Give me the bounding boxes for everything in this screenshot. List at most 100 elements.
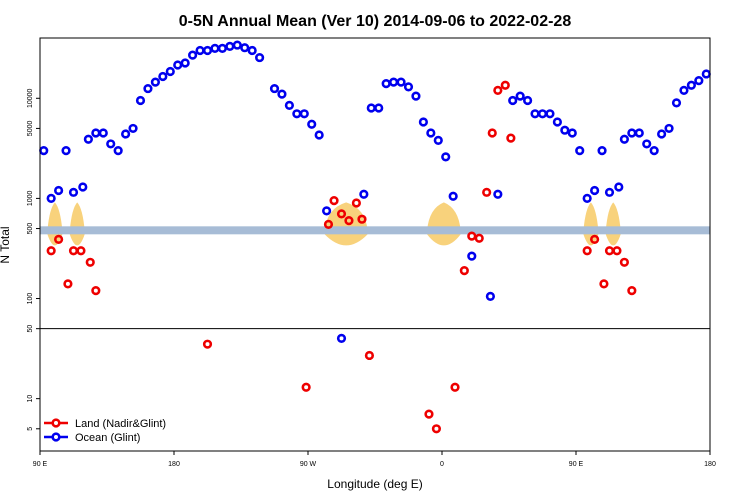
land-point: [202, 339, 213, 349]
ocean-point: [83, 134, 93, 144]
ocean-point: [590, 185, 600, 196]
land-point: [482, 187, 492, 197]
ocean-point: [582, 193, 592, 204]
land-point: [474, 233, 484, 243]
ocean-point: [68, 187, 79, 197]
ocean-point: [150, 77, 160, 87]
land-point: [493, 85, 503, 95]
ocean-point: [619, 134, 629, 144]
land-shape: [69, 202, 85, 246]
ocean-point: [247, 45, 257, 56]
land-point: [582, 246, 592, 256]
ocean-point: [634, 128, 644, 138]
y-tick-label: 10000: [27, 88, 34, 108]
land-point: [351, 198, 361, 208]
land-point: [357, 214, 367, 224]
ocean-point: [433, 135, 443, 145]
ocean-point: [485, 291, 495, 302]
land-point: [91, 285, 101, 296]
ocean-point: [448, 191, 458, 201]
ocean-point: [336, 333, 347, 343]
land-point: [619, 257, 629, 267]
ocean-point: [679, 85, 689, 95]
ocean-point: [597, 146, 607, 156]
y-tick-label: 50: [27, 325, 34, 333]
ocean-point: [255, 52, 265, 63]
x-tick-label: 90 E: [569, 461, 584, 468]
land-point: [364, 350, 375, 361]
ocean-point: [322, 206, 332, 216]
ocean-point: [269, 83, 280, 94]
ocean-point: [359, 189, 369, 199]
ocean-point: [575, 146, 585, 156]
ocean-point: [560, 125, 570, 135]
land-point: [329, 196, 339, 206]
land-point: [85, 257, 95, 267]
ocean-point: [240, 43, 250, 53]
ocean-point: [202, 45, 213, 56]
y-axis-label: N Total: [0, 226, 12, 263]
land-point: [301, 382, 311, 392]
plot-area: 5 10 50 100 500 1000 5000 10000 90 E 180 90 W 0 90 E…: [27, 40, 716, 468]
x-axis-label: Longitude (deg E): [327, 477, 422, 491]
x-tick-label: 90 E: [33, 461, 48, 468]
land-point: [344, 216, 354, 226]
ocean-point: [374, 103, 384, 113]
ocean-strip: [40, 226, 710, 235]
ocean-point: [314, 130, 324, 140]
legend-land-marker: [51, 418, 61, 428]
land-point: [599, 279, 609, 289]
y-tick-label: 5: [27, 427, 34, 431]
land-shape: [47, 202, 63, 246]
ocean-point: [232, 40, 242, 50]
ocean-point: [158, 71, 168, 82]
land-point: [500, 80, 510, 90]
land-point: [431, 424, 442, 434]
ocean-point: [284, 100, 294, 110]
ocean-point: [113, 146, 123, 156]
ocean-point: [143, 83, 153, 94]
ocean-point: [98, 128, 108, 138]
ocean-point: [694, 76, 704, 86]
y-tick-label: 1000: [27, 191, 34, 207]
land-point: [467, 231, 477, 241]
ocean-point: [418, 117, 428, 127]
land-point: [450, 382, 460, 392]
land-shape: [583, 202, 599, 246]
ocean-point: [686, 80, 696, 90]
ocean-point: [426, 128, 436, 138]
ocean-point: [467, 251, 477, 261]
ocean-point: [106, 139, 116, 149]
legend-ocean-marker: [51, 432, 61, 442]
ocean-point: [61, 146, 71, 156]
legend: Land (Nadir&Glint) Ocean (Glint): [44, 418, 166, 444]
ocean-point: [664, 123, 674, 134]
ocean-point: [411, 91, 421, 101]
ocean-point: [604, 187, 615, 197]
land-point: [323, 219, 334, 229]
x-tick-label: 90 W: [300, 461, 317, 468]
x-tick-label: 180: [168, 461, 180, 468]
y-tick-label: 10: [27, 395, 34, 403]
y-tick-label: 5000: [27, 121, 34, 137]
ocean-point: [523, 95, 533, 106]
ocean-point: [614, 182, 624, 192]
ocean-point: [657, 129, 667, 139]
ocean-point: [649, 146, 659, 156]
plot-frame: [39, 37, 711, 452]
ocean-point: [128, 123, 138, 134]
ocean-point: [515, 91, 525, 101]
ocean-point: [508, 95, 518, 106]
ocean-point: [165, 66, 175, 77]
ocean-point: [135, 95, 146, 106]
ocean-point: [403, 82, 414, 92]
ocean-point: [642, 139, 652, 149]
land-point: [424, 409, 434, 419]
ocean-point: [299, 109, 309, 119]
ocean-point: [54, 185, 64, 196]
ocean-point: [307, 119, 317, 129]
land-point: [54, 234, 64, 244]
ocean-point: [217, 43, 227, 53]
y-tick-label: 100: [27, 293, 34, 305]
